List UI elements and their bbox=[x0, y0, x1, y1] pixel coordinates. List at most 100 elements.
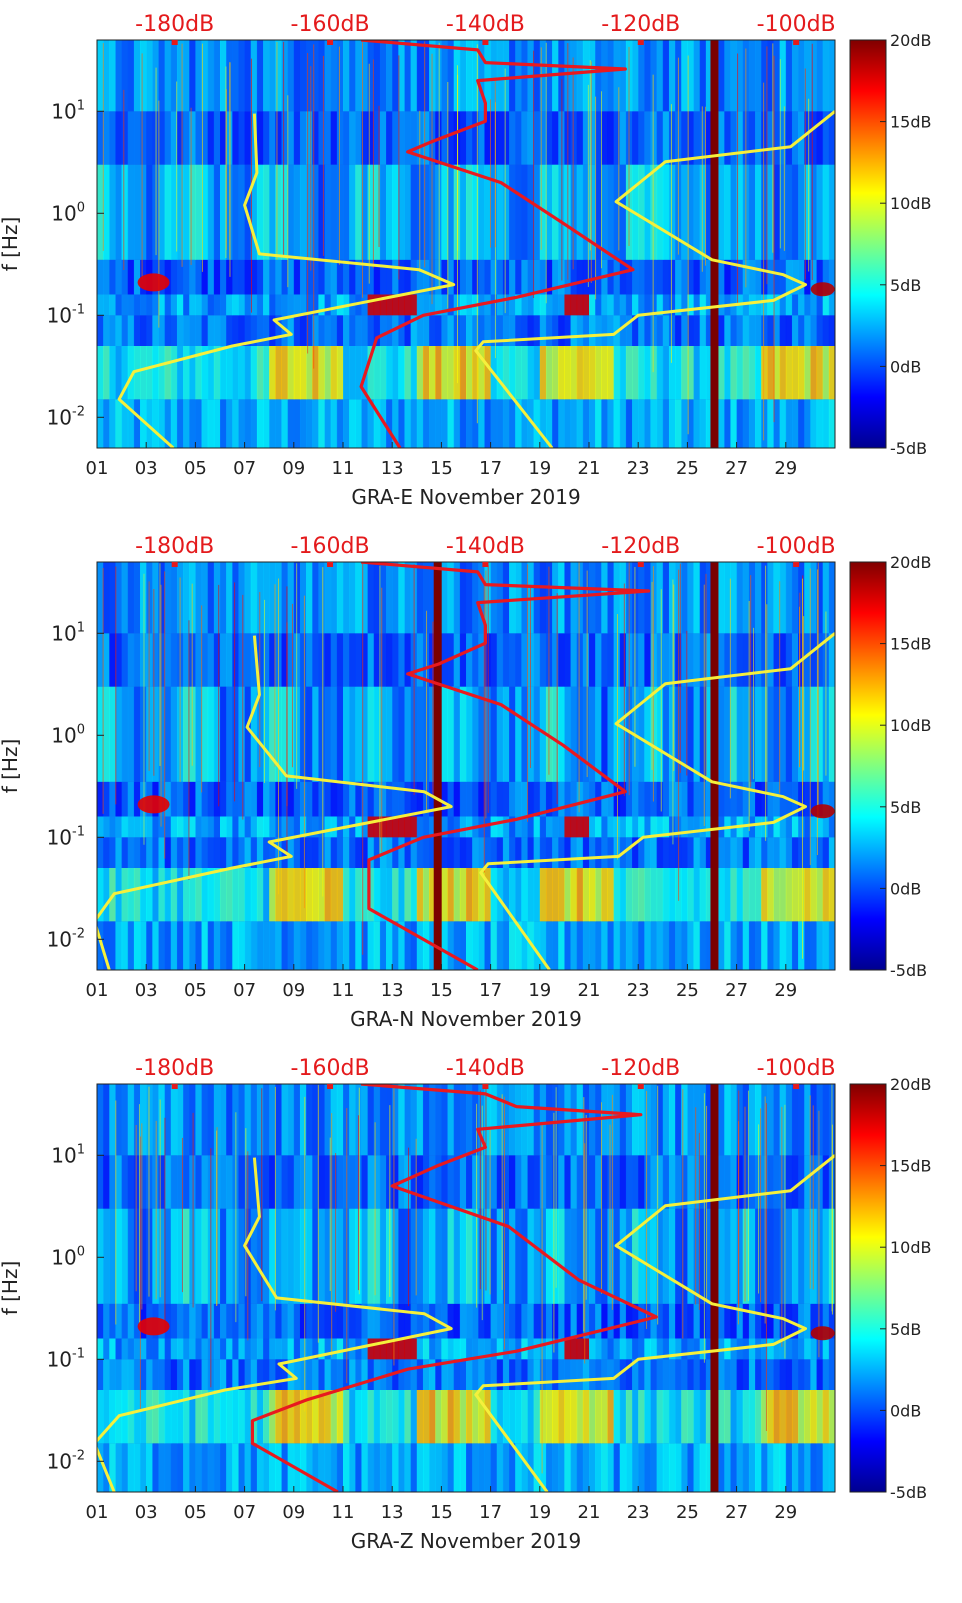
heatmap-cell bbox=[502, 921, 510, 970]
heatmap-cell bbox=[281, 294, 289, 316]
heatmap-cell bbox=[638, 315, 645, 346]
heatmap-cell bbox=[828, 562, 835, 634]
heatmap-cell bbox=[281, 868, 289, 922]
heatmap-cell bbox=[539, 816, 547, 838]
heatmap-cell bbox=[773, 315, 781, 346]
heatmap-cell bbox=[306, 164, 313, 260]
heatmap-cell bbox=[619, 1155, 627, 1209]
heatmap-cell bbox=[453, 868, 461, 922]
heatmap-cell bbox=[656, 686, 664, 782]
heatmap-cell bbox=[601, 1390, 608, 1444]
heatmap-cell bbox=[115, 315, 123, 346]
heatmap-cell bbox=[404, 346, 412, 400]
heatmap-cell bbox=[472, 562, 479, 634]
heatmap-cell bbox=[552, 1155, 559, 1209]
heatmap-cell bbox=[263, 111, 270, 165]
heatmap-cell bbox=[435, 1443, 442, 1492]
heatmap-cell bbox=[158, 164, 166, 260]
heatmap-cell bbox=[238, 294, 246, 316]
heatmap-cell bbox=[724, 315, 731, 346]
heatmap-cell bbox=[299, 1390, 307, 1444]
heatmap-cell bbox=[201, 1443, 209, 1492]
heatmap-cell bbox=[367, 837, 375, 868]
heatmap-cell bbox=[718, 921, 725, 970]
heatmap-cell bbox=[293, 259, 301, 295]
heatmap-cell bbox=[422, 1359, 430, 1390]
heatmap-cell bbox=[103, 816, 110, 838]
heatmap-cell bbox=[804, 164, 811, 260]
top-db-tick-label: -120dB bbox=[601, 1056, 680, 1081]
heatmap-cell bbox=[250, 346, 258, 400]
heatmap-cell bbox=[767, 686, 774, 782]
heatmap-cell bbox=[705, 111, 713, 165]
heatmap-cell bbox=[287, 1303, 295, 1339]
heatmap-cell bbox=[140, 111, 147, 165]
heatmap-cell bbox=[718, 837, 725, 868]
heatmap-cell bbox=[632, 294, 639, 316]
heatmap-cell bbox=[361, 259, 369, 295]
heatmap-area bbox=[97, 1084, 835, 1492]
heatmap-cell bbox=[798, 562, 805, 634]
heatmap-cell bbox=[158, 346, 166, 400]
heatmap-cell bbox=[675, 346, 682, 400]
heatmap-cell bbox=[250, 259, 258, 295]
heatmap-cell bbox=[170, 1338, 178, 1360]
heatmap-hotspot bbox=[810, 1326, 835, 1341]
heatmap-cell bbox=[287, 399, 295, 448]
heatmap-cell bbox=[539, 1443, 547, 1492]
heatmap-cell bbox=[742, 633, 750, 687]
heatmap-cell bbox=[244, 111, 252, 165]
heatmap-cell bbox=[810, 399, 818, 448]
heatmap-cell bbox=[373, 1155, 381, 1209]
heatmap-cell bbox=[687, 111, 695, 165]
heatmap-cell bbox=[699, 633, 707, 687]
x-tick-label: 09 bbox=[282, 458, 305, 479]
heatmap-cell bbox=[170, 1208, 178, 1304]
heatmap-cell bbox=[176, 1338, 184, 1360]
heatmap-cell bbox=[619, 294, 627, 316]
heatmap-cell bbox=[343, 1443, 350, 1492]
heatmap-cell bbox=[767, 259, 774, 295]
heatmap-cell bbox=[589, 164, 596, 260]
heatmap-cell bbox=[146, 111, 153, 165]
heatmap-cell bbox=[133, 1390, 141, 1444]
heatmap-cell bbox=[220, 562, 227, 634]
heatmap-cell bbox=[650, 164, 658, 260]
heatmap-cell bbox=[810, 1338, 818, 1360]
heatmap-cell bbox=[447, 1084, 455, 1156]
top-db-tick-mark bbox=[482, 40, 489, 45]
heatmap-cell bbox=[275, 1390, 282, 1444]
heatmap-cell bbox=[724, 40, 731, 112]
heatmap-cell bbox=[238, 259, 246, 295]
heatmap-cell bbox=[478, 1208, 485, 1304]
heatmap-cell bbox=[570, 259, 578, 295]
heatmap-cell bbox=[349, 1208, 356, 1304]
heatmap-cell bbox=[189, 1359, 196, 1390]
heatmap-cell bbox=[748, 781, 756, 817]
heatmap-cell bbox=[613, 868, 621, 922]
heatmap-cell bbox=[619, 111, 627, 165]
heatmap-cell bbox=[459, 1155, 467, 1209]
heatmap-cell bbox=[748, 562, 756, 634]
psd-curve bbox=[360, 562, 651, 970]
y-tick-label: 10-2 bbox=[47, 926, 85, 951]
heatmap-cell bbox=[355, 315, 362, 346]
heatmap-cell bbox=[656, 164, 664, 260]
heatmap-cell bbox=[681, 1155, 688, 1209]
heatmap-cell bbox=[226, 562, 233, 634]
heatmap-cell bbox=[539, 294, 547, 316]
heatmap-cell bbox=[133, 259, 141, 295]
heatmap-cell bbox=[195, 1390, 203, 1444]
heatmap-cell bbox=[625, 315, 633, 346]
colorbar-tick-label: 5dB bbox=[890, 1320, 921, 1339]
heatmap-cell bbox=[306, 562, 313, 634]
heatmap-cell bbox=[152, 921, 159, 970]
heatmap-cell bbox=[176, 1084, 184, 1156]
heatmap-cell bbox=[675, 1303, 682, 1339]
heatmap-cell bbox=[810, 1390, 818, 1444]
heatmap-cell bbox=[644, 1443, 651, 1492]
heatmap-cell bbox=[724, 1443, 731, 1492]
heatmap-cell bbox=[299, 111, 307, 165]
heatmap-cell bbox=[176, 315, 184, 346]
